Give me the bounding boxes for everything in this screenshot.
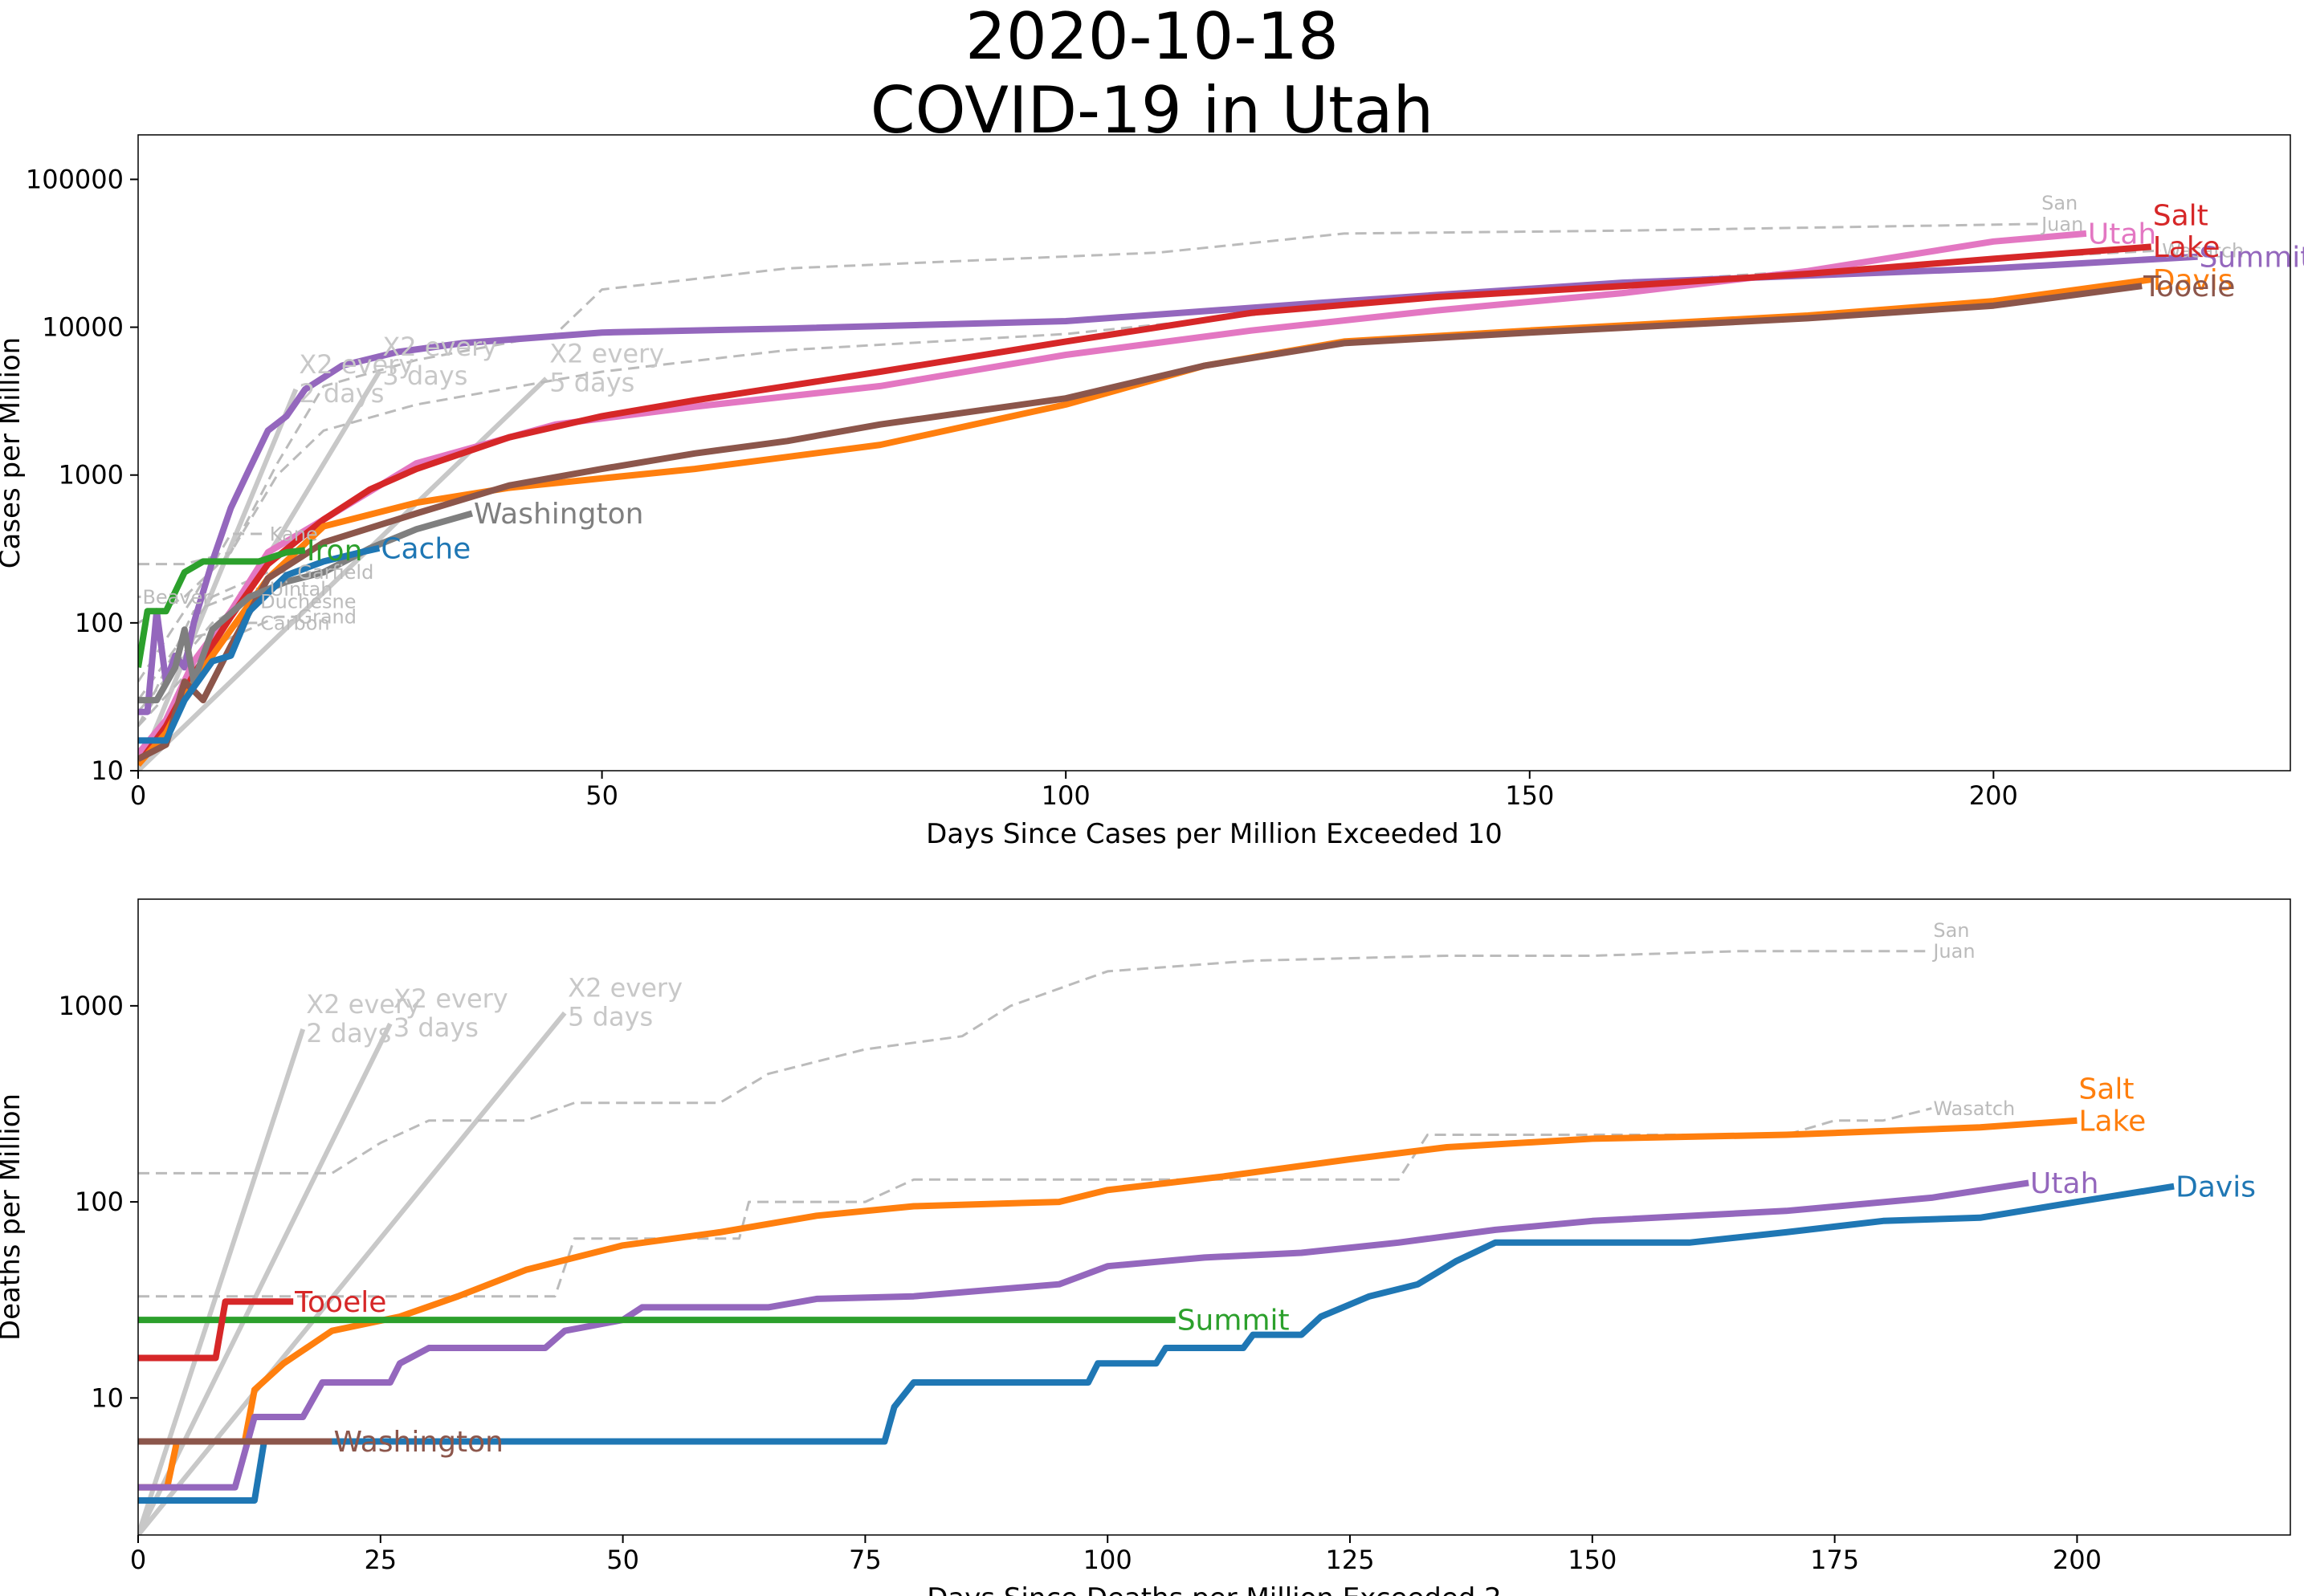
deaths-doubling-reference-label: 2 days (306, 1018, 391, 1048)
deaths-x-tick-label: 75 (849, 1545, 882, 1575)
cases-x-tick-label: 50 (585, 780, 618, 811)
deaths-y-tick-label: 1000 (59, 991, 124, 1021)
deaths-series-label-salt-lake: Salt (2078, 1073, 2134, 1106)
cases-series-line-summit (138, 253, 2198, 715)
deaths-series-label-washington: Washington (333, 1426, 504, 1459)
cases-series-label-iron: Iron (307, 535, 362, 568)
deaths-series-line-salt-lake (138, 1117, 2078, 1491)
cases-series-line-washington (138, 510, 473, 704)
deaths-series-line-tooele (138, 1298, 294, 1362)
deaths-doubling-reference-line (138, 1028, 306, 1535)
cases-x-tick-label: 100 (1042, 780, 1091, 811)
deaths-y-tick-label: 10 (91, 1382, 124, 1413)
cases-series-label-salt-lake: Lake (2153, 231, 2220, 264)
deaths-series-label-summit: Summit (1177, 1305, 1290, 1337)
deaths-doubling-reference-label: 5 days (568, 1002, 653, 1032)
cases-series-label-san-juan: San (2041, 192, 2078, 214)
deaths-y-axis-label: Deaths per Million (0, 1093, 27, 1341)
deaths-x-tick-label: 150 (1568, 1545, 1617, 1575)
cases-series-label-beaver: Beaver (142, 586, 210, 609)
cases-y-axis-label: Cases per Million (0, 337, 27, 569)
cases-plot-area (138, 222, 2198, 771)
cases-y-tick-label: 100 (75, 608, 124, 638)
cases-series-line-iron (138, 547, 306, 668)
cases-series-label-salt-lake: Salt (2153, 199, 2208, 232)
cases-series-label-uintah: Uintah (270, 578, 333, 601)
cases-series-label-summit: Summit (2199, 241, 2304, 274)
cases-series-label-wasatch: Wasatch (2162, 239, 2244, 262)
deaths-doubling-reference-line (138, 1011, 567, 1535)
cases-doubling-reference-line (138, 388, 299, 771)
cases-x-axis-label: Days Since Cases per Million Exceeded 10 (926, 818, 1503, 850)
deaths-doubling-reference-label: X2 every (394, 983, 508, 1014)
deaths-axes-frame (137, 898, 2291, 1536)
deaths-x-tick-label: 25 (364, 1545, 397, 1575)
cases-series-label-utah: Utah (2088, 218, 2156, 251)
deaths-doubling-reference-label: X2 every (568, 973, 683, 1004)
deaths-doubling-reference-label: 3 days (394, 1012, 479, 1043)
deaths-x-tick-label: 175 (1810, 1545, 1859, 1575)
deaths-x-tick-label: 125 (1325, 1545, 1374, 1575)
cases-doubling-reference-label: X2 every (382, 332, 497, 362)
deaths-x-tick-label: 100 (1083, 1545, 1132, 1575)
deaths-panel: 0 25 50 75 100 125 150 175 200 10 100 1000 Days Sinc… (0, 898, 2291, 1596)
cases-series-line-utah (138, 230, 2087, 756)
deaths-series-line-davis (138, 1183, 2175, 1504)
cases-doubling-reference-label: 2 days (299, 378, 384, 409)
deaths-series-label-san-juan: Juan (1931, 940, 1975, 963)
deaths-x-tick-label: 0 (130, 1545, 146, 1575)
figure-title-date: 2020-10-18 (965, 0, 1339, 74)
deaths-series-label-tooele: Tooele (294, 1286, 386, 1319)
cases-x-tick-label: 0 (130, 780, 146, 811)
cases-series-label-grand: Grand (297, 606, 357, 629)
deaths-series-line-utah (138, 1179, 2029, 1491)
cases-series-line-cache (138, 544, 381, 744)
cases-doubling-reference-label: X2 every (549, 338, 664, 368)
cases-series-label-washington: Washington (474, 498, 644, 531)
deaths-y-tick-label: 100 (75, 1187, 124, 1217)
cases-y-tick-label: 100000 (26, 164, 124, 194)
deaths-series-line-wasatch (138, 1107, 1932, 1298)
cases-series-label-tooele: Tooele (2143, 271, 2235, 303)
deaths-doubling-reference-label: X2 every (306, 989, 421, 1020)
cases-series-line-wasatch (138, 249, 2161, 625)
deaths-x-tick-label: 50 (606, 1545, 639, 1575)
cases-doubling-reference-label: 3 days (382, 360, 467, 391)
cases-series-label-garfield: Garfield (297, 561, 373, 584)
cases-panel: 0 50 100 150 200 10 100 1000 10000 100000 Days Sin… (0, 134, 2304, 850)
cases-y-tick-label: 10 (91, 755, 124, 786)
deaths-x-tick-label: 200 (2053, 1545, 2102, 1575)
cases-y-tick-label: 10000 (42, 312, 124, 343)
cases-series-line-tooele (138, 283, 2143, 762)
cases-y-tick-label: 1000 (59, 460, 124, 491)
deaths-series-line-san-juan (138, 950, 1932, 1175)
cases-x-tick-label: 150 (1505, 780, 1554, 811)
deaths-series-label-utah: Utah (2030, 1167, 2098, 1200)
deaths-series-label-davis: Davis (2176, 1171, 2256, 1203)
cases-series-label-kane: Kane (270, 523, 318, 545)
cases-series-label-carbon: Carbon (260, 612, 329, 634)
deaths-doubling-reference-line (138, 1022, 393, 1535)
cases-series-label-san-juan: Juan (2040, 213, 2083, 235)
deaths-series-label-san-juan: San (1933, 919, 1969, 942)
cases-series-line-grand (138, 615, 296, 727)
deaths-x-axis-label: Days Since Deaths per Million Exceeded 2 (927, 1582, 1502, 1596)
deaths-series-label-wasatch: Wasatch (1933, 1097, 2015, 1120)
cases-doubling-reference-label: 5 days (549, 367, 634, 397)
cases-doubling-reference-label: X2 every (299, 349, 414, 380)
deaths-series-label-salt-lake: Lake (2078, 1105, 2146, 1138)
cases-axes-frame (137, 134, 2291, 772)
cases-series-label-davis: Davis (2153, 264, 2233, 297)
cases-series-label-duchesne: Duchesne (260, 590, 356, 613)
cases-x-tick-label: 200 (1969, 780, 2018, 811)
deaths-plot-area (138, 950, 2175, 1535)
cases-series-label-cache: Cache (381, 532, 471, 565)
